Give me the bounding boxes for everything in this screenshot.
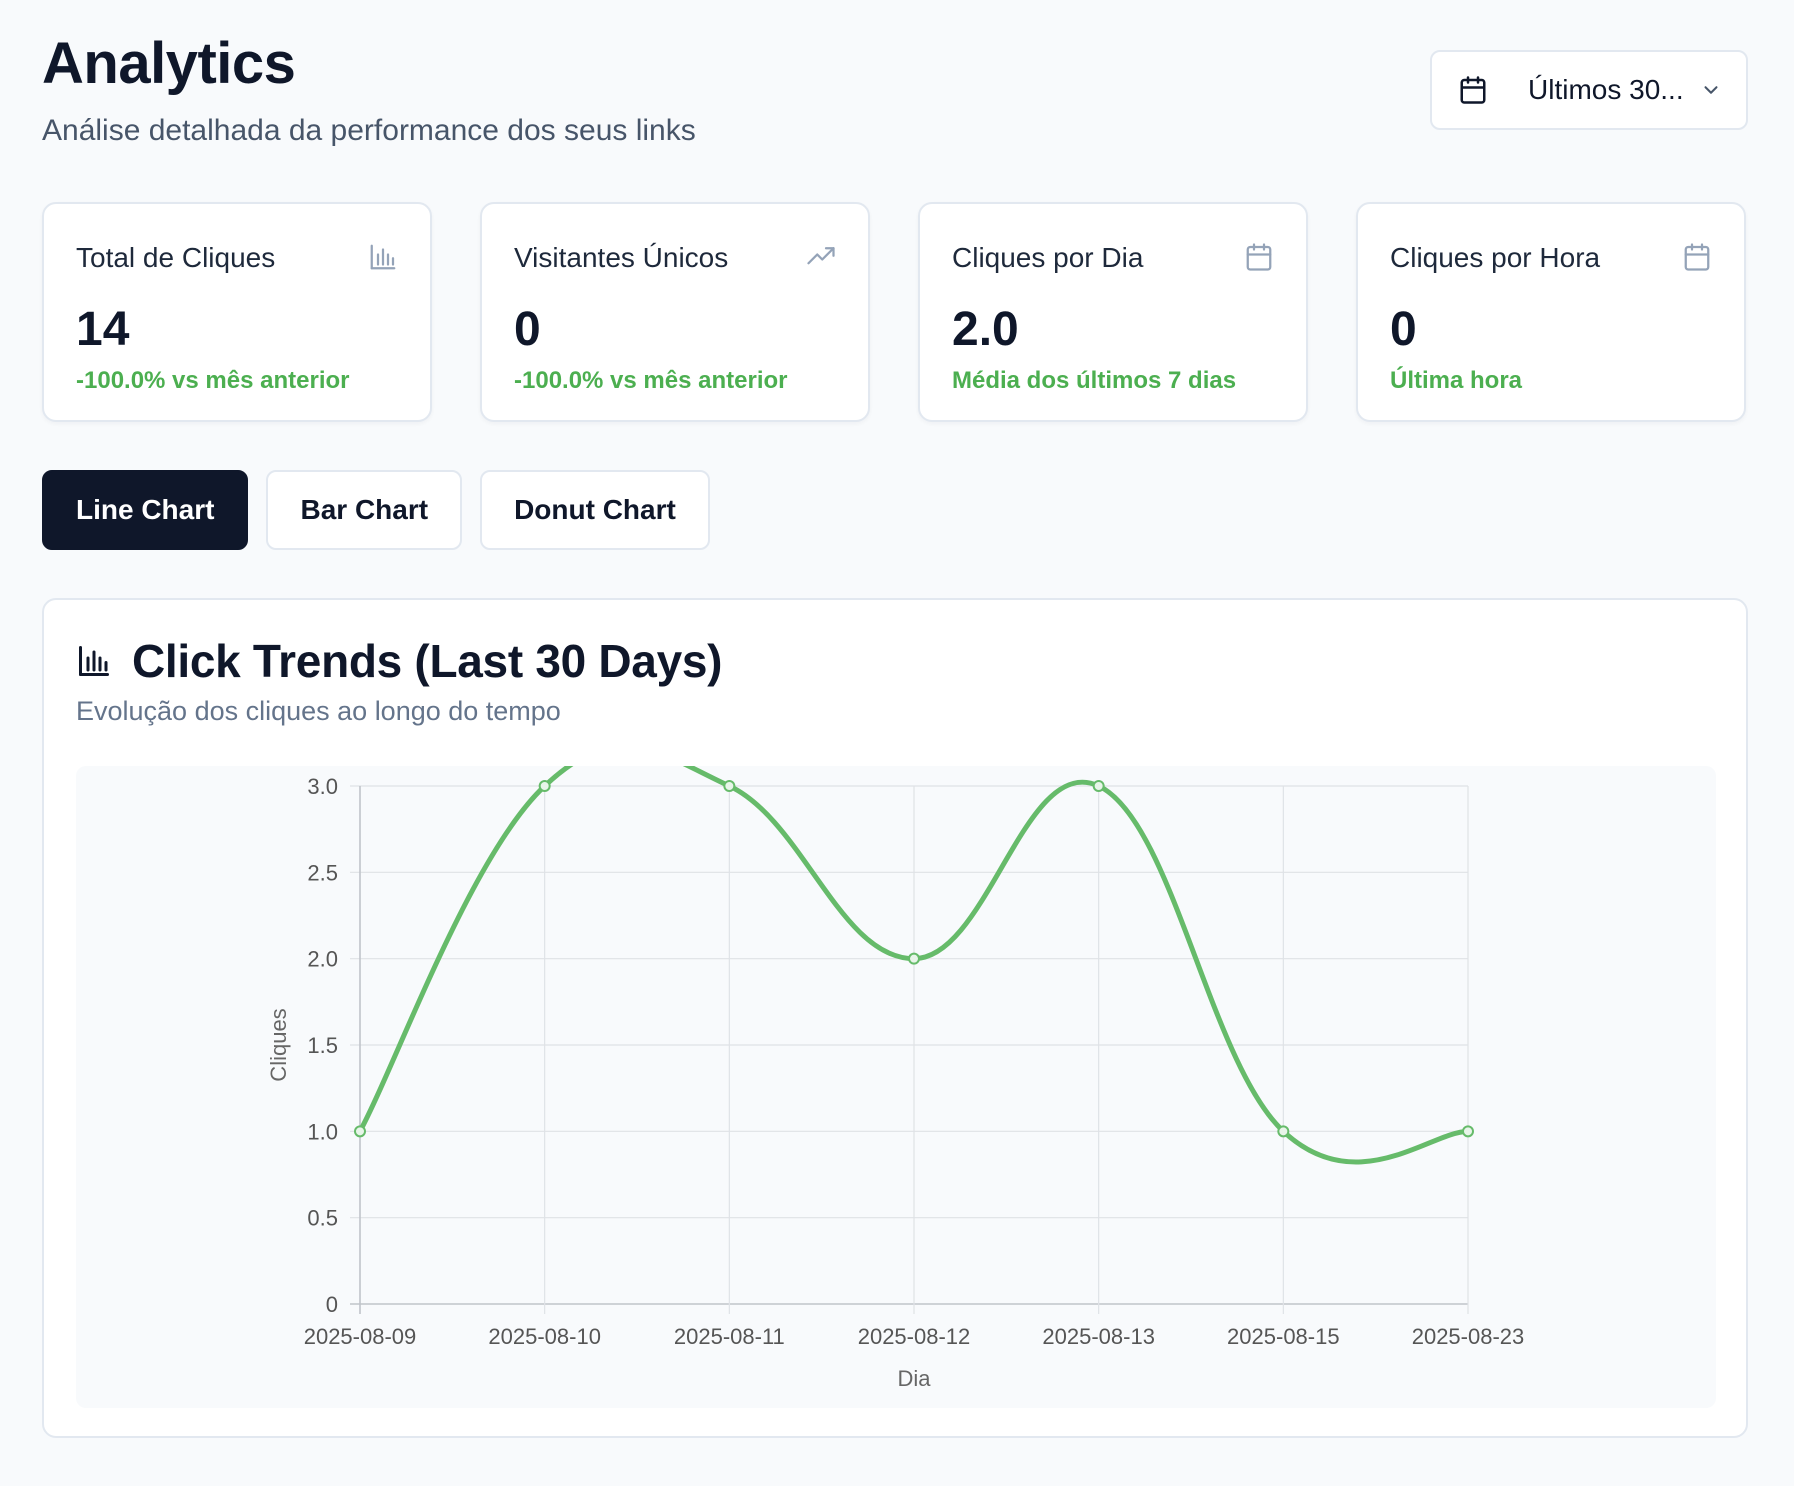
y-tick-label: 0 xyxy=(326,1292,338,1317)
line-chart-svg: 0 0.5 1.0 1.5 2.0 2.5 3.0 2025-08-09 2025-08-10 2… xyxy=(266,766,1525,1391)
page-subtitle: Análise detalhada da performance dos seu… xyxy=(42,114,696,147)
stat-value: 0 xyxy=(1390,303,1417,356)
bar-chart-icon xyxy=(368,242,400,274)
chart-card: Click Trends (Last 30 Days) Evolução dos… xyxy=(42,598,1748,1438)
stat-label: Cliques por Hora xyxy=(1390,242,1601,273)
y-tick-label: 1.0 xyxy=(307,1119,338,1144)
y-axis-title: Cliques xyxy=(266,1008,291,1081)
stat-note: -100.0% vs mês anterior xyxy=(514,367,788,394)
y-tick-label: 2.0 xyxy=(307,947,338,972)
x-tick-label: 2025-08-12 xyxy=(858,1324,971,1349)
tab-donut-chart[interactable]: Donut Chart xyxy=(480,470,710,550)
x-tick-label: 2025-08-13 xyxy=(1042,1324,1155,1349)
stats-row: Total de Cliques 14 -100.0% vs mês anter… xyxy=(42,202,1748,422)
tab-line-chart[interactable]: Line Chart xyxy=(42,470,249,550)
stat-card-total-clicks: Total de Cliques 14 -100.0% vs mês anter… xyxy=(42,202,432,422)
stat-note: -100.0% vs mês anterior xyxy=(76,367,350,394)
stat-note: Média dos últimos 7 dias xyxy=(952,367,1237,394)
stat-card-clicks-per-hour: Cliques por Hora 0 Última hora xyxy=(1356,202,1746,422)
data-point xyxy=(908,952,920,965)
chart-type-tabs: Line Chart Bar Chart Donut Chart xyxy=(42,470,710,550)
stat-value: 14 xyxy=(76,303,130,356)
data-point xyxy=(538,780,551,792)
trending-up-icon xyxy=(806,242,838,274)
stat-label: Visitantes Únicos xyxy=(514,242,729,273)
data-point xyxy=(1462,1125,1474,1138)
line-chart: 0 0.5 1.0 1.5 2.0 2.5 3.0 2025-08-09 2025-08-10 2… xyxy=(76,766,1716,1408)
calendar-icon xyxy=(1682,242,1714,274)
y-tick-label: 2.5 xyxy=(307,860,338,885)
stat-value: 0 xyxy=(514,303,541,356)
data-point xyxy=(354,1125,366,1138)
y-tick-label: 3.0 xyxy=(307,774,338,799)
x-tick-label: 2025-08-23 xyxy=(1412,1324,1525,1349)
calendar-icon xyxy=(1244,242,1276,274)
date-range-label: Últimos 30... xyxy=(1528,74,1684,105)
stat-card-unique-visitors: Visitantes Únicos 0 -100.0% vs mês anter… xyxy=(480,202,870,422)
data-point xyxy=(723,780,736,792)
x-tick-label: 2025-08-09 xyxy=(304,1324,417,1349)
calendar-icon xyxy=(1458,75,1488,105)
stat-label: Cliques por Dia xyxy=(952,242,1144,273)
data-point xyxy=(1277,1125,1290,1138)
tab-bar-chart[interactable]: Bar Chart xyxy=(266,470,463,550)
chart-subtitle: Evolução dos cliques ao longo do tempo xyxy=(76,696,561,726)
x-tick-label: 2025-08-11 xyxy=(674,1324,785,1349)
page-title: Analytics xyxy=(42,31,296,96)
bar-chart-icon xyxy=(76,643,112,679)
x-tick-label: 2025-08-10 xyxy=(488,1324,601,1349)
stat-note: Última hora xyxy=(1390,367,1523,394)
chevron-down-icon xyxy=(1700,79,1722,101)
stat-label: Total de Cliques xyxy=(76,242,276,273)
x-axis-title: Dia xyxy=(897,1366,931,1391)
stat-value: 2.0 xyxy=(952,303,1019,356)
x-tick-label: 2025-08-15 xyxy=(1227,1324,1340,1349)
y-tick-label: 1.5 xyxy=(307,1033,338,1058)
data-point xyxy=(1092,780,1105,792)
date-range-select[interactable]: Últimos 30... xyxy=(1430,50,1748,130)
chart-title: Click Trends (Last 30 Days) xyxy=(132,635,723,687)
stat-card-clicks-per-day: Cliques por Dia 2.0 Média dos últimos 7 … xyxy=(918,202,1308,422)
chart-header: Click Trends (Last 30 Days) xyxy=(76,634,722,688)
y-tick-label: 0.5 xyxy=(307,1206,338,1231)
